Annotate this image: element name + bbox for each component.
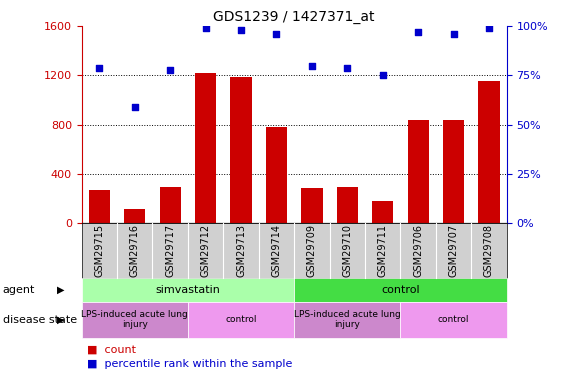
Point	[236, 27, 245, 33]
Text: ■  percentile rank within the sample: ■ percentile rank within the sample	[87, 359, 293, 369]
Bar	[372, 201, 394, 223]
Point	[307, 63, 316, 69]
Bar	[301, 188, 323, 223]
Text: GSM29715: GSM29715	[95, 224, 104, 277]
Bar	[230, 77, 252, 223]
Text: control: control	[225, 315, 257, 324]
Text: LPS-induced acute lung
injury: LPS-induced acute lung injury	[82, 310, 188, 329]
Text: ■  count: ■ count	[87, 345, 136, 355]
Point	[414, 29, 423, 35]
Text: GSM29711: GSM29711	[378, 224, 388, 277]
Text: agent: agent	[3, 285, 35, 295]
Text: simvastatin: simvastatin	[155, 285, 220, 295]
Text: ▶: ▶	[56, 315, 64, 325]
Point	[130, 104, 139, 110]
Text: GSM29712: GSM29712	[200, 224, 211, 277]
Point	[95, 64, 104, 70]
Text: GSM29717: GSM29717	[165, 224, 175, 277]
Bar	[479, 81, 499, 223]
Text: GSM29707: GSM29707	[449, 224, 459, 277]
Text: GSM29709: GSM29709	[307, 224, 317, 277]
Text: ▶: ▶	[56, 285, 64, 295]
Text: LPS-induced acute lung
injury: LPS-induced acute lung injury	[294, 310, 401, 329]
Text: GSM29706: GSM29706	[413, 224, 423, 277]
Bar	[124, 209, 145, 223]
Point	[378, 72, 387, 78]
Text: GSM29713: GSM29713	[236, 224, 246, 277]
Bar	[266, 126, 287, 223]
Text: control: control	[438, 315, 470, 324]
Bar	[443, 120, 464, 223]
Point	[272, 31, 281, 37]
Bar	[337, 188, 358, 223]
Bar	[408, 120, 429, 223]
Title: GDS1239 / 1427371_at: GDS1239 / 1427371_at	[213, 10, 375, 24]
Text: disease state: disease state	[3, 315, 77, 325]
Point	[166, 67, 175, 73]
Point	[201, 25, 210, 31]
Text: GSM29716: GSM29716	[129, 224, 140, 277]
Text: GSM29710: GSM29710	[342, 224, 352, 277]
Text: GSM29708: GSM29708	[484, 224, 494, 277]
Text: control: control	[381, 285, 420, 295]
Point	[485, 25, 494, 31]
Bar	[195, 73, 216, 223]
Point	[449, 31, 458, 37]
Point	[343, 64, 352, 70]
Bar	[159, 188, 181, 223]
Text: GSM29714: GSM29714	[271, 224, 282, 277]
Bar	[89, 190, 110, 223]
